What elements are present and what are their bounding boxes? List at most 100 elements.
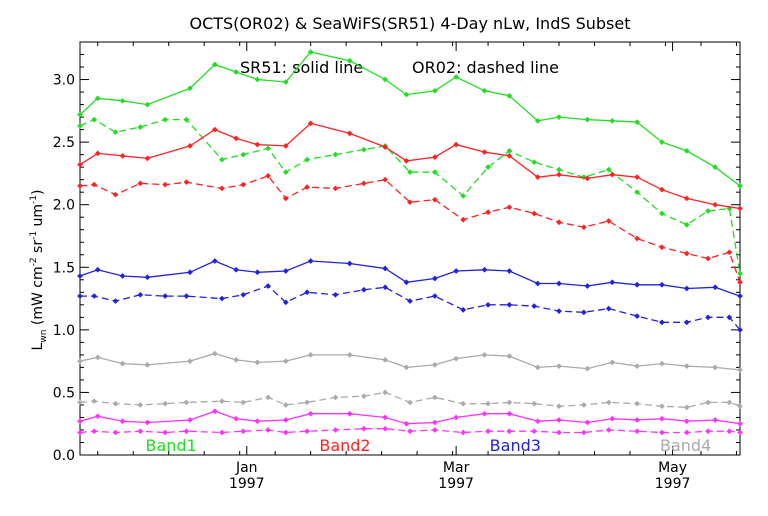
data-point	[605, 427, 612, 433]
band-labels: Band1Band2Band3Band4Band5	[145, 436, 711, 455]
data-point	[361, 146, 367, 153]
data-point	[119, 97, 126, 104]
data-point	[346, 57, 353, 64]
x-tick-label-month: May	[658, 460, 687, 476]
data-point	[431, 154, 438, 161]
data-point	[605, 305, 612, 312]
data-point	[112, 429, 119, 436]
data-point	[361, 180, 367, 187]
data-point	[737, 429, 743, 436]
data-point	[609, 359, 616, 366]
data-point	[556, 429, 562, 436]
data-point	[307, 258, 314, 264]
data-point	[183, 179, 190, 186]
data-point	[407, 428, 413, 435]
data-point	[265, 145, 271, 152]
data-point	[431, 196, 438, 203]
data-point	[382, 284, 389, 291]
data-point	[683, 285, 690, 292]
y-axis-label-sup2: -1	[29, 231, 39, 240]
data-point	[712, 164, 719, 171]
data-point	[162, 429, 169, 436]
data-point	[240, 291, 247, 298]
data-point	[361, 425, 367, 432]
data-point	[712, 417, 719, 423]
data-point	[403, 420, 410, 427]
data-point	[584, 365, 591, 372]
series-band4-OR02	[77, 389, 743, 411]
data-point	[609, 171, 616, 178]
series-line-band3-SR51	[79, 260, 741, 297]
data-point	[282, 299, 289, 306]
data-point	[506, 92, 513, 99]
data-point	[265, 427, 271, 433]
data-point	[137, 402, 144, 408]
data-point	[307, 120, 314, 127]
data-point	[453, 414, 459, 421]
data-point	[531, 159, 538, 166]
data-point	[605, 166, 612, 173]
data-point	[282, 268, 289, 274]
data-point	[211, 258, 218, 264]
data-point	[531, 210, 538, 217]
data-point	[705, 428, 711, 435]
data-point	[144, 362, 151, 368]
data-point	[634, 428, 640, 435]
data-point	[431, 275, 438, 282]
data-point	[481, 266, 488, 273]
data-point	[119, 418, 126, 425]
data-point	[382, 144, 389, 150]
series-line-band4-SR51	[79, 352, 741, 371]
series-line-band5-SR51	[79, 410, 741, 425]
data-point	[307, 49, 314, 55]
data-point	[659, 403, 665, 410]
data-point	[382, 414, 389, 421]
data-point	[77, 273, 83, 279]
data-point	[584, 116, 591, 123]
axes: 0.00.51.01.52.02.53.0Jan1997Mar1997May19…	[53, 41, 741, 492]
data-point	[407, 399, 413, 406]
data-point	[584, 175, 591, 182]
data-point	[453, 268, 459, 274]
data-point	[254, 359, 261, 366]
data-point	[183, 116, 190, 123]
data-point	[584, 283, 591, 289]
data-point	[94, 413, 101, 420]
data-point	[485, 400, 491, 407]
data-point	[233, 415, 239, 422]
data-point	[556, 308, 562, 314]
data-point	[683, 221, 690, 228]
data-point	[403, 364, 410, 371]
data-point	[609, 415, 616, 422]
y-tick-label: 3.0	[53, 73, 75, 89]
data-point	[556, 280, 562, 287]
data-point	[307, 410, 314, 417]
data-point	[737, 420, 743, 427]
data-point	[254, 269, 261, 276]
data-point	[77, 358, 83, 365]
data-point	[726, 428, 733, 435]
data-point	[431, 169, 438, 176]
data-point	[737, 270, 743, 277]
series-band5-SR51	[77, 408, 743, 427]
data-point	[556, 171, 562, 178]
data-point	[240, 399, 247, 406]
data-point	[307, 352, 314, 358]
data-point	[94, 266, 101, 273]
data-point	[346, 352, 353, 358]
data-point	[77, 122, 83, 129]
data-point	[219, 295, 225, 302]
data-point	[659, 186, 665, 193]
data-point	[726, 249, 733, 256]
y-axis-label-units-2: sr	[30, 240, 46, 258]
data-point	[705, 208, 711, 214]
data-point	[211, 408, 218, 415]
data-point	[705, 399, 711, 406]
data-point	[407, 298, 413, 304]
data-point	[534, 280, 541, 287]
data-point	[77, 399, 83, 406]
series-band1-OR02	[77, 116, 743, 277]
data-point	[556, 219, 562, 226]
data-point	[712, 364, 719, 371]
